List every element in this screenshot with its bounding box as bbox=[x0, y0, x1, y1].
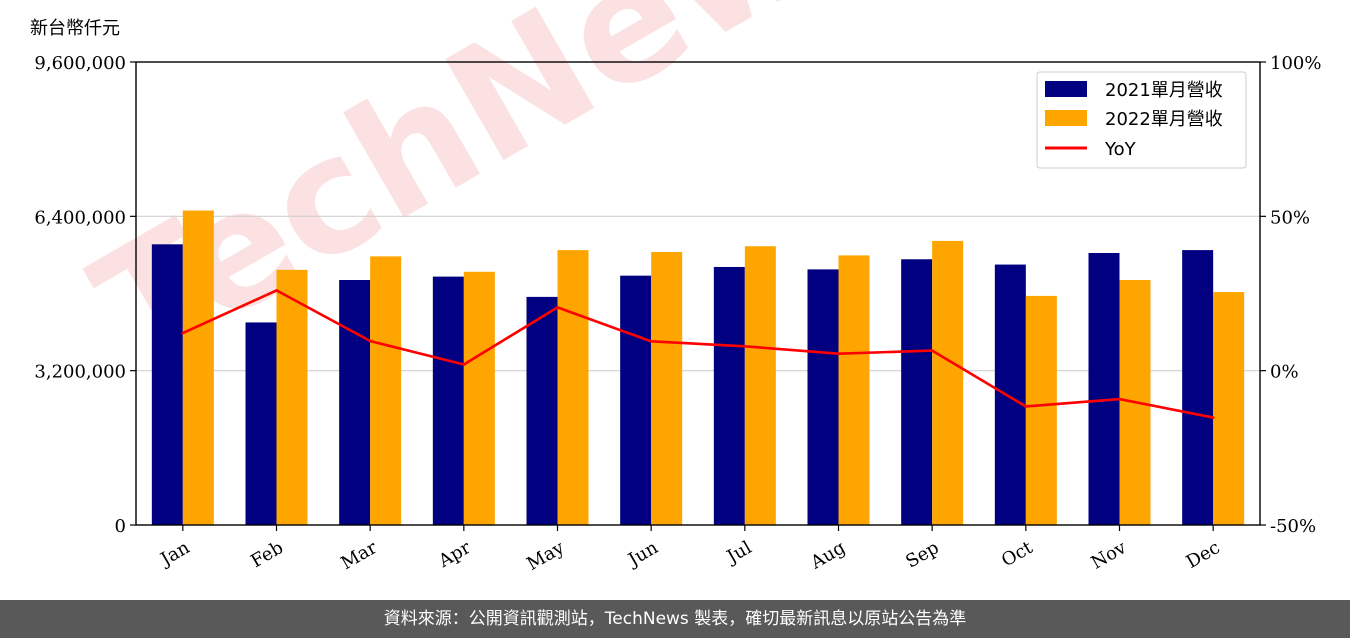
bar-2022單月營收-Oct bbox=[1025, 295, 1057, 525]
bar-2021單月營收-May bbox=[526, 296, 558, 525]
left-tick-label: 6,400,000 bbox=[34, 207, 126, 228]
yoy-point-Jul bbox=[743, 344, 747, 348]
bar-2022單月營收-May bbox=[557, 250, 589, 525]
x-tick-label: Dec bbox=[1183, 537, 1224, 573]
bar-2021單月營收-Sep bbox=[901, 259, 933, 525]
right-tick-label: 0% bbox=[1270, 362, 1299, 383]
bar-2021單月營收-Dec bbox=[1182, 250, 1214, 525]
legend: 2021單月營收 2022單月營收 YoY bbox=[1036, 71, 1247, 169]
x-tick-label: Oct bbox=[998, 537, 1037, 572]
x-axis: Jan Feb Mar Apr May Jun Jul Aug Sep Oct Nov Dec bbox=[156, 525, 1224, 575]
plot-frame bbox=[135, 61, 1261, 526]
x-tick-label: May bbox=[523, 537, 568, 575]
x-tick-label: Feb bbox=[247, 537, 287, 572]
bar-2022單月營收-Jan bbox=[182, 210, 214, 525]
yoy-line bbox=[182, 289, 1214, 419]
yoy-point-Jan bbox=[181, 331, 185, 335]
bar-2022單月營收-Apr bbox=[463, 271, 495, 525]
yoy-point-Jun bbox=[649, 340, 653, 343]
legend-label-2022: 2022單月營收 bbox=[1105, 109, 1223, 130]
yoy-point-Dec bbox=[1211, 416, 1215, 419]
bar-2021單月營收-Oct bbox=[994, 264, 1026, 525]
bar-2021單月營收-Feb bbox=[245, 322, 277, 525]
yoy-line-layer bbox=[181, 289, 1215, 419]
yoy-point-Apr bbox=[462, 363, 466, 366]
x-tick-label: Apr bbox=[434, 537, 474, 572]
source-footer: 資料來源：公開資訊觀測站，TechNews 製表，確切最新訊息以原站公告為準 bbox=[0, 600, 1350, 638]
yoy-point-Oct bbox=[1024, 405, 1028, 408]
left-axis: 0 3,200,000 6,400,000 9,600,000 bbox=[34, 53, 136, 537]
legend-swatch-2021 bbox=[1045, 81, 1087, 97]
x-tick-label: Nov bbox=[1088, 537, 1131, 574]
yoy-point-May bbox=[556, 306, 559, 309]
x-tick-label: Sep bbox=[902, 537, 942, 572]
bar-2021單月營收-Jun bbox=[620, 275, 652, 525]
legend-swatch-2022 bbox=[1045, 110, 1087, 126]
right-tick-label: 50% bbox=[1270, 207, 1310, 228]
right-tick-label: -50% bbox=[1270, 516, 1316, 537]
x-tick-label: Jul bbox=[722, 537, 756, 569]
legend-label-2021: 2021單月營收 bbox=[1105, 80, 1223, 101]
legend-label-yoy: YoY bbox=[1104, 139, 1137, 160]
footer-text: 資料來源：公開資訊觀測站，TechNews 製表，確切最新訊息以原站公告為準 bbox=[383, 609, 967, 629]
bar-2021單月營收-Nov bbox=[1088, 252, 1120, 526]
x-tick-label: Jan bbox=[156, 537, 194, 571]
bar-2021單月營收-Mar bbox=[339, 279, 371, 525]
bar-2022單月營收-Mar bbox=[370, 256, 402, 525]
left-axis-unit-label: 新台幣仟元 bbox=[30, 18, 120, 39]
yoy-point-Aug bbox=[837, 352, 840, 355]
left-tick-label: 3,200,000 bbox=[34, 362, 126, 383]
bar-2021單月營收-Jan bbox=[151, 244, 183, 525]
right-axis: -50% 0% 50% 100% bbox=[1260, 53, 1321, 537]
bar-2021單月營收-Apr bbox=[432, 276, 464, 525]
x-tick-label: Mar bbox=[337, 537, 381, 574]
yoy-point-Sep bbox=[930, 349, 934, 352]
left-tick-label: 0 bbox=[115, 516, 126, 537]
gridlines bbox=[136, 215, 1260, 372]
left-tick-label: 9,600,000 bbox=[34, 53, 126, 74]
bar-2022單月營收-Jun bbox=[651, 252, 683, 525]
bar-2022單月營收-Aug bbox=[838, 255, 870, 525]
x-tick-label: Jun bbox=[623, 537, 662, 572]
yoy-point-Nov bbox=[1118, 397, 1121, 401]
bar-2022單月營收-Sep bbox=[932, 240, 964, 525]
bar-2021單月營收-Jul bbox=[713, 266, 745, 525]
yoy-point-Mar bbox=[368, 339, 372, 343]
bar-2022單月營收-Feb bbox=[276, 269, 308, 525]
bar-2021單月營收-Aug bbox=[807, 269, 839, 525]
legend-box bbox=[1036, 71, 1247, 169]
bar-2022單月營收-Dec bbox=[1213, 292, 1245, 525]
x-tick-label: Aug bbox=[806, 537, 849, 574]
yoy-point-Feb bbox=[275, 289, 278, 292]
bars bbox=[151, 210, 1245, 526]
bar-2022單月營收-Jul bbox=[744, 246, 776, 525]
right-tick-label: 100% bbox=[1270, 53, 1321, 74]
